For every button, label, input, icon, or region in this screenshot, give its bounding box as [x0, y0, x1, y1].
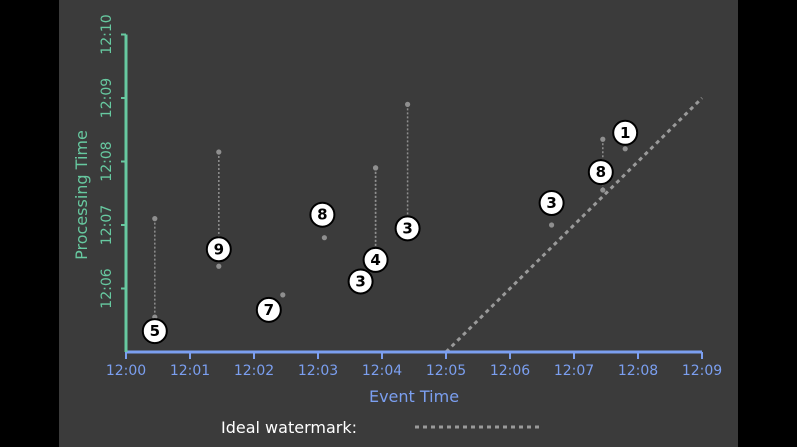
event-time-dot [600, 187, 606, 193]
x-tick-label: 12:01 [170, 363, 210, 379]
datum-value: 7 [264, 301, 274, 319]
x-tick-label: 12:03 [298, 363, 338, 379]
datum-value: 3 [402, 219, 412, 237]
datum-badge-circle [612, 119, 639, 146]
datum-value: 4 [370, 251, 380, 269]
datum-badge-circle [309, 201, 336, 228]
processing-time-dot [405, 101, 411, 107]
processing-time-dot [600, 136, 606, 142]
datum-badge: 8 [309, 201, 336, 228]
y-tick-label: 12:10 [99, 14, 115, 54]
processing-time-dot [373, 165, 379, 171]
datum-badge-circle [394, 215, 421, 242]
x-tick-label: 12:05 [426, 363, 466, 379]
datum-badge: 9 [205, 236, 232, 263]
y-axis-title: Processing Time [72, 130, 91, 260]
x-tick-label: 12:07 [554, 363, 594, 379]
x-tick-label: 12:00 [106, 363, 146, 379]
datum-badge-circle [587, 159, 614, 186]
datum-value: 9 [214, 240, 224, 258]
datum-value: 3 [546, 194, 556, 212]
datum-badge-circle [362, 246, 389, 273]
x-tick-label: 12:02 [234, 363, 274, 379]
datum-badge-circle [255, 296, 282, 323]
datum-badge-circle [141, 318, 168, 345]
y-tick-label: 12:07 [99, 205, 115, 245]
diagram-canvas: 12:00 12:01 12:02 12:03 12:04 12:05 12:06 12:07… [59, 0, 738, 447]
datum-value: 1 [620, 124, 630, 142]
ideal-watermark-line [444, 96, 704, 354]
y-tick-label: 12:06 [99, 268, 115, 308]
processing-time-dot [152, 216, 158, 222]
y-tick-label: 12:09 [99, 78, 115, 118]
watermark-diagram: 12:00 12:01 12:02 12:03 12:04 12:05 12:06 12:07… [72, 14, 722, 437]
datum-value: 5 [150, 322, 160, 340]
datum-badge: 7 [255, 296, 282, 323]
event-time-dot [622, 146, 628, 152]
datum-badge: 8 [587, 159, 614, 186]
datum-badge: 3 [347, 268, 374, 295]
datum-badge: 4 [362, 246, 389, 273]
x-tick-label: 12:08 [618, 363, 658, 379]
datum-badge: 1 [612, 119, 639, 146]
x-axis-title: Event Time [369, 387, 459, 406]
x-tick-label: 12:09 [682, 363, 722, 379]
event-time-dot [321, 235, 327, 241]
event-time-dot [216, 263, 222, 269]
datum-badge: 3 [394, 215, 421, 242]
datum-badge-circle [205, 236, 232, 263]
processing-time-dot [216, 149, 222, 155]
datum-value: 8 [317, 206, 327, 224]
x-tick-label: 12:06 [490, 363, 530, 379]
legend-watermark-label: Ideal watermark: [221, 418, 357, 437]
y-tick-label: 12:08 [99, 141, 115, 181]
datum-value: 3 [355, 272, 365, 290]
x-tick-label: 12:04 [362, 363, 402, 379]
event-time-dot [280, 292, 286, 298]
event-time-dot [549, 222, 555, 228]
datum-badge-circle [538, 190, 565, 216]
datum-value: 8 [596, 163, 606, 181]
datum-badge: 3 [538, 190, 565, 216]
datum-badge: 5 [141, 318, 168, 345]
datum-badge-circle [347, 268, 374, 295]
